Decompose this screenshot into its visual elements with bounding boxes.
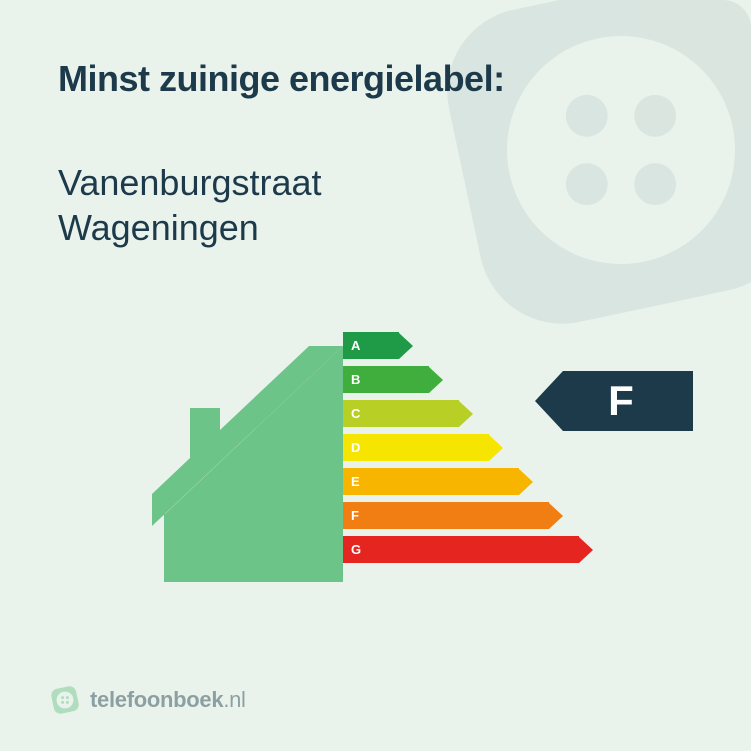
street-name: Vanenburgstraat — [58, 160, 693, 205]
page-title: Minst zuinige energielabel: — [58, 58, 693, 100]
result-badge: F — [535, 371, 693, 431]
bar-label: A — [351, 332, 360, 359]
bar-label: B — [351, 366, 360, 393]
energy-bars: ABCDEFG — [343, 332, 593, 563]
bar-label: E — [351, 468, 360, 495]
brand-text: telefoonboek.nl — [90, 687, 246, 713]
energy-bar-a: A — [343, 332, 593, 359]
badge-letter: F — [563, 371, 693, 431]
energy-bar-g: G — [343, 536, 593, 563]
bar-label: G — [351, 536, 361, 563]
energy-graphic: ABCDEFG F — [58, 320, 693, 590]
bar-label: F — [351, 502, 359, 529]
footer-brand: telefoonboek.nl — [50, 685, 246, 715]
badge-arrow-icon — [535, 371, 563, 431]
energy-bar-d: D — [343, 434, 593, 461]
brand-icon — [50, 685, 80, 715]
house-icon — [148, 346, 343, 582]
brand-tld: .nl — [223, 687, 245, 712]
address-subtitle: Vanenburgstraat Wageningen — [58, 160, 693, 250]
energy-bar-f: F — [343, 502, 593, 529]
bar-label: D — [351, 434, 360, 461]
energy-bar-e: E — [343, 468, 593, 495]
brand-main: telefoonboek — [90, 687, 223, 712]
energy-label-card: Minst zuinige energielabel: Vanenburgstr… — [0, 0, 751, 751]
city-name: Wageningen — [58, 205, 693, 250]
bar-label: C — [351, 400, 360, 427]
